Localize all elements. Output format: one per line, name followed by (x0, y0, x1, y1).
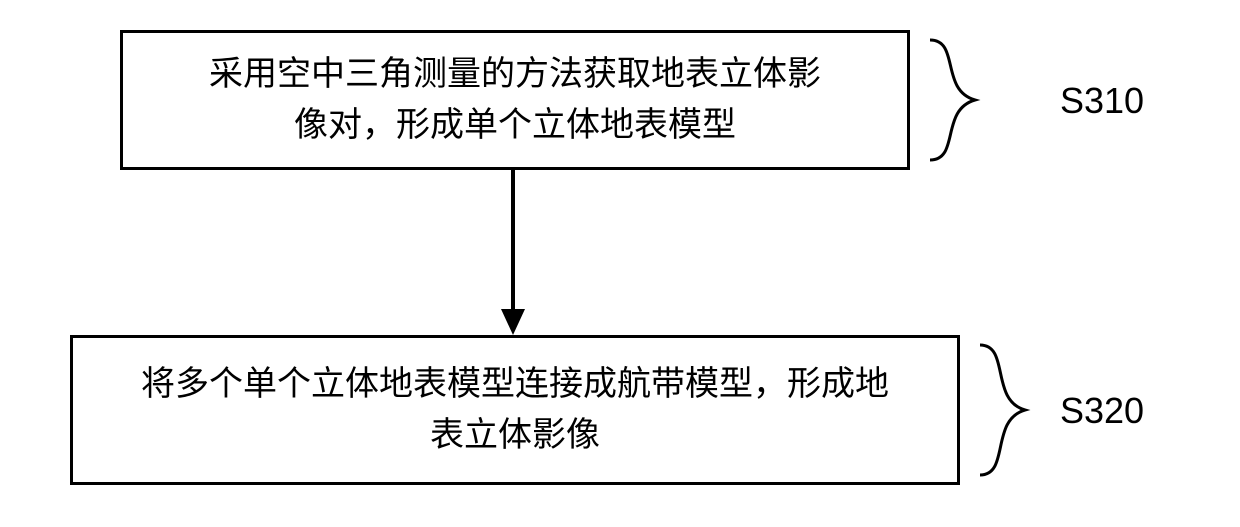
arrow-head-down-icon (501, 309, 525, 335)
flow-node-s320: 将多个单个立体地表模型连接成航带模型，形成地 表立体影像 (70, 335, 960, 485)
node-text-line: 将多个单个立体地表模型连接成航带模型，形成地 (141, 365, 889, 403)
flowchart-canvas: 采用空中三角测量的方法获取地表立体影 像对，形成单个立体地表模型 S310 将多… (0, 0, 1240, 527)
node-text-line: 采用空中三角测量的方法获取地表立体影 (209, 55, 821, 93)
arrow-shaft (511, 170, 515, 309)
node-text-line: 像对，形成单个立体地表模型 (294, 106, 736, 144)
node-text-line: 表立体影像 (430, 416, 600, 454)
flow-node-s310: 采用空中三角测量的方法获取地表立体影 像对，形成单个立体地表模型 (120, 30, 910, 170)
brace-s320 (960, 340, 1060, 480)
step-label-s320: S320 (1060, 390, 1144, 432)
step-label-s310: S310 (1060, 80, 1144, 122)
brace-s310 (910, 35, 1010, 165)
